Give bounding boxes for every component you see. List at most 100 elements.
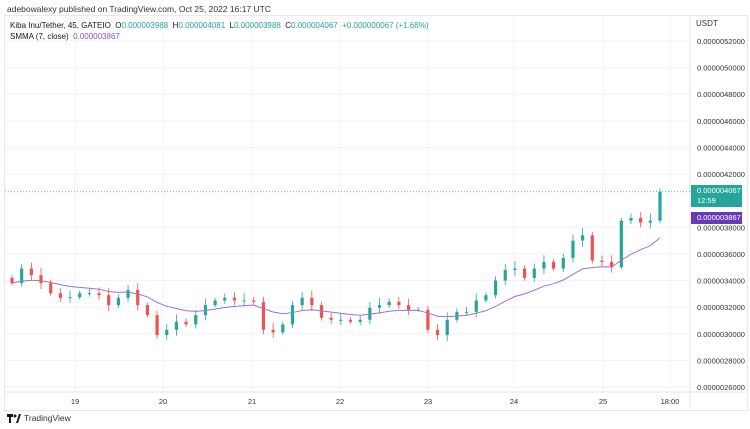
candle-down xyxy=(406,305,411,310)
candle-down xyxy=(155,315,159,336)
candle-up xyxy=(464,311,469,313)
y-tick-label: 0.0000052000 xyxy=(697,37,745,46)
candle-up xyxy=(532,268,536,278)
candle-up xyxy=(445,319,449,336)
y-tick-label: 0.0000032000 xyxy=(697,303,745,312)
candle-up xyxy=(484,295,488,301)
x-tick-label: 18:00 xyxy=(661,397,680,406)
x-tick-label: 22 xyxy=(336,397,344,406)
candle-up xyxy=(174,321,179,330)
candle-down xyxy=(184,321,188,325)
candle-down xyxy=(522,268,527,278)
currency-label: USDT xyxy=(696,19,718,28)
candle-up xyxy=(648,220,652,223)
open-value: 0.000003988 xyxy=(121,21,169,30)
smma-price-label: 0.000003867 xyxy=(691,212,742,224)
candle-up xyxy=(20,268,24,284)
candle-down xyxy=(348,319,353,322)
candle-down xyxy=(145,305,150,316)
symbol-ohlc-row: Kiba Inu/Tether, 45, GATEIO O0.000003988… xyxy=(10,20,428,31)
candle-up xyxy=(339,319,343,321)
candle-up xyxy=(281,324,285,333)
candle-up xyxy=(658,191,662,221)
y-tick-label: 0.0000036000 xyxy=(697,250,745,259)
candle-down xyxy=(261,301,266,330)
y-tick-label: 0.0000026000 xyxy=(697,383,745,392)
candle-up xyxy=(503,269,507,281)
tradingview-logo[interactable]: TradingView xyxy=(7,413,71,423)
y-tick-label: 0.0000038000 xyxy=(697,223,745,232)
y-tick-label: 0.0000048000 xyxy=(697,90,745,99)
x-tick-label: 24 xyxy=(510,397,518,406)
candle-up xyxy=(290,305,295,325)
candle-up xyxy=(194,315,198,325)
candle-up xyxy=(619,220,623,268)
candle-down xyxy=(271,329,275,333)
candle-down xyxy=(329,317,333,320)
candle-up xyxy=(223,297,227,301)
candle-up xyxy=(126,289,130,298)
candle-up xyxy=(493,280,498,296)
smma-line xyxy=(11,237,661,318)
indicator-value: 0.000003867 xyxy=(73,32,120,41)
candle-down xyxy=(107,295,111,306)
candle-up xyxy=(542,261,546,269)
indicator-name[interactable]: SMMA (7, close) xyxy=(10,32,69,41)
chart-legend: Kiba Inu/Tether, 45, GATEIO O0.000003988… xyxy=(10,20,428,42)
candle-down xyxy=(10,277,14,284)
candle-down xyxy=(97,293,101,296)
candle-up xyxy=(242,300,246,302)
candle-up xyxy=(581,235,585,241)
x-tick-label: 20 xyxy=(159,397,167,406)
candle-up xyxy=(165,329,169,336)
symbol-name[interactable]: Kiba Inu/Tether, 45, GATEIO xyxy=(10,21,111,30)
candle-down xyxy=(435,329,440,336)
candle-down xyxy=(29,268,33,276)
x-tick-label: 23 xyxy=(424,397,432,406)
candle-up xyxy=(358,319,362,322)
y-tick-label: 0.0000042000 xyxy=(697,170,745,179)
candle-down xyxy=(49,283,53,294)
candle-down xyxy=(319,305,324,318)
candle-up xyxy=(571,240,575,258)
x-tick-label: 25 xyxy=(599,397,607,406)
candle-up xyxy=(629,217,633,221)
candle-down xyxy=(639,217,643,223)
candle-up xyxy=(213,300,217,306)
close-value: 0.000004067 xyxy=(291,21,338,30)
open-label: O xyxy=(115,21,122,30)
high-value: 0.000004081 xyxy=(178,21,226,30)
x-tick-label: 21 xyxy=(248,397,256,406)
candle-down xyxy=(58,293,62,298)
close-label: C xyxy=(285,21,292,30)
indicator-row: SMMA (7, close) 0.000003867 xyxy=(10,31,428,42)
candle-up xyxy=(116,297,120,306)
y-tick-label: 0.0000044000 xyxy=(697,143,745,152)
candle-down xyxy=(232,297,237,301)
y-tick-label: 0.0000030000 xyxy=(697,330,745,339)
candle-down xyxy=(136,289,140,306)
candle-up xyxy=(87,293,91,295)
x-tick-label: 19 xyxy=(71,397,79,406)
candle-up xyxy=(78,293,82,298)
candle-up xyxy=(561,257,565,269)
candle-down xyxy=(610,261,614,268)
candle-down xyxy=(252,300,256,302)
tradingview-logo-icon xyxy=(7,413,21,423)
change-value: +0.000000067 (+1.68%) xyxy=(342,21,429,30)
published-caption: adebowalexy published on TradingView.com… xyxy=(7,4,271,14)
candle-down xyxy=(600,260,604,262)
y-tick-label: 0.0000050000 xyxy=(697,64,745,73)
bar-countdown: 12:59 xyxy=(697,196,716,205)
candle-down xyxy=(552,261,556,269)
brand-name: TradingView xyxy=(24,413,71,423)
candle-down xyxy=(39,275,43,284)
candle-up xyxy=(387,301,391,306)
candle-up xyxy=(300,297,304,306)
candle-down xyxy=(310,297,314,306)
y-tick-label: 0.0000034000 xyxy=(697,277,745,286)
candle-up xyxy=(474,300,478,312)
low-label: L xyxy=(229,21,235,30)
candle-up xyxy=(68,297,72,299)
